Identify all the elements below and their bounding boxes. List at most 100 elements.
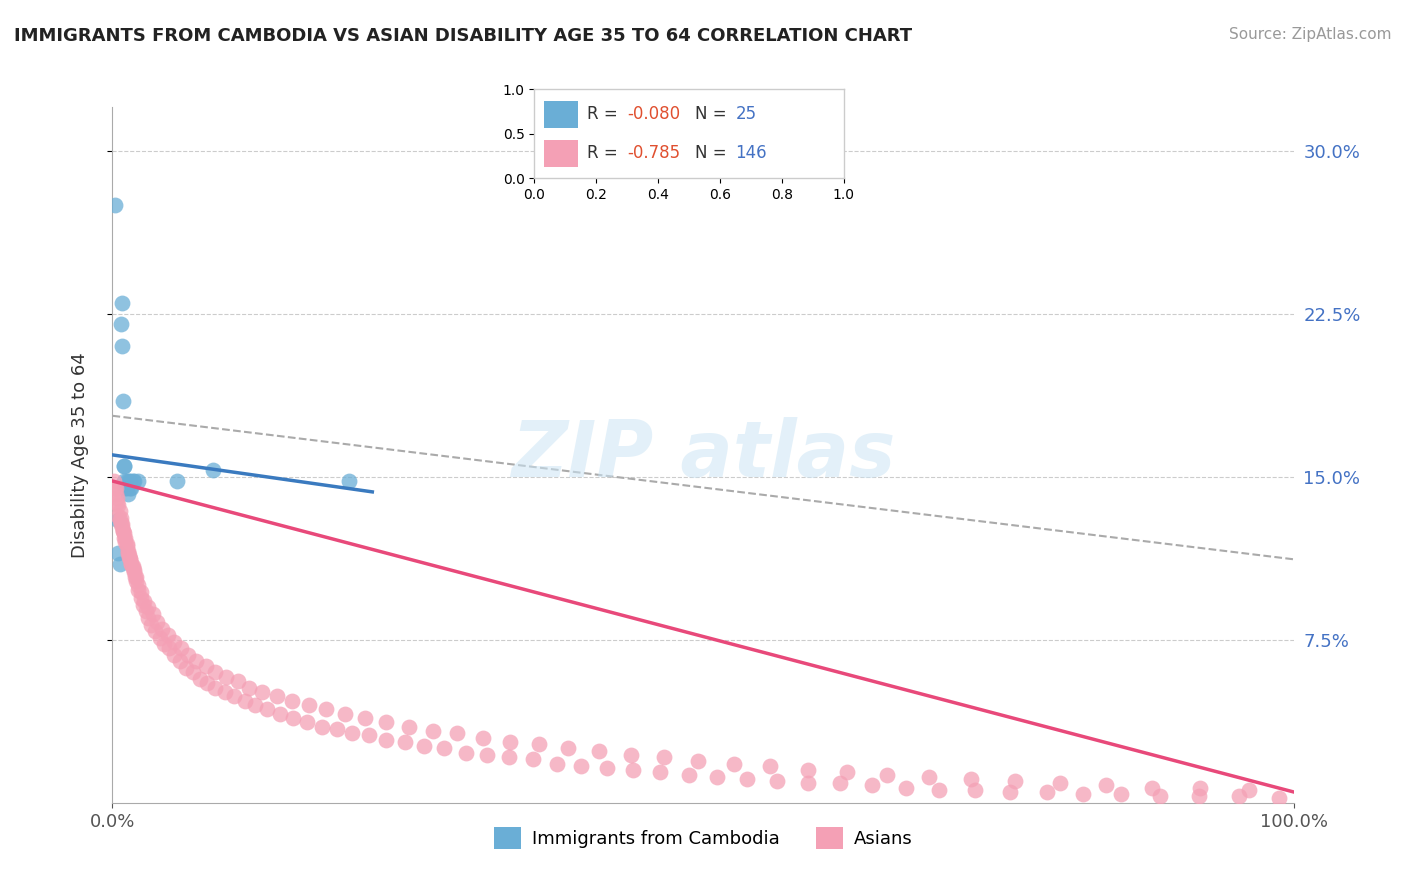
Point: [337, 474, 360, 488]
Point: [354, 711, 377, 725]
Point: [149, 631, 172, 645]
Point: [134, 593, 156, 607]
FancyBboxPatch shape: [544, 101, 578, 128]
Point: [828, 776, 851, 790]
Point: [125, 570, 148, 584]
Point: [169, 655, 191, 669]
Point: [112, 524, 135, 538]
Point: [1140, 780, 1163, 795]
Point: [326, 722, 349, 736]
Point: [125, 574, 148, 588]
Point: [157, 641, 180, 656]
Point: [297, 698, 319, 712]
Point: [652, 750, 675, 764]
Point: [498, 750, 520, 764]
Point: [166, 474, 188, 488]
Point: [283, 711, 305, 725]
Point: [181, 665, 204, 680]
Text: -0.080: -0.080: [627, 105, 681, 123]
Point: [111, 295, 134, 310]
Point: [333, 706, 356, 721]
Point: [120, 557, 142, 571]
Point: [105, 481, 128, 495]
Point: [114, 481, 136, 495]
Point: [688, 755, 710, 769]
Point: [413, 739, 436, 754]
Point: [132, 598, 155, 612]
Point: [174, 661, 197, 675]
Point: [105, 491, 128, 506]
Point: [238, 681, 260, 695]
Point: [1227, 789, 1250, 804]
Point: [122, 474, 145, 488]
Point: [186, 655, 208, 669]
Point: [118, 550, 141, 565]
Point: [446, 726, 468, 740]
Point: [177, 648, 200, 662]
Point: [204, 665, 226, 680]
Point: [315, 702, 337, 716]
Point: [735, 772, 758, 786]
Point: [163, 648, 186, 662]
Point: [252, 685, 274, 699]
Point: [588, 744, 610, 758]
Point: [297, 715, 319, 730]
Point: [475, 747, 498, 762]
Point: [894, 780, 917, 795]
Point: [266, 690, 288, 704]
Point: [136, 611, 159, 625]
Point: [114, 531, 136, 545]
Point: [127, 582, 149, 597]
Point: [422, 724, 444, 739]
Point: [141, 617, 163, 632]
Point: [998, 785, 1021, 799]
Point: [136, 600, 159, 615]
Point: [117, 546, 139, 560]
Point: [112, 526, 135, 541]
Text: -0.785: -0.785: [627, 145, 681, 162]
Point: [1004, 774, 1026, 789]
Point: [195, 676, 218, 690]
Point: [233, 693, 256, 707]
Point: [108, 557, 131, 571]
Text: N =: N =: [695, 145, 733, 162]
Text: IMMIGRANTS FROM CAMBODIA VS ASIAN DISABILITY AGE 35 TO 64 CORRELATION CHART: IMMIGRANTS FROM CAMBODIA VS ASIAN DISABI…: [14, 27, 912, 45]
Point: [110, 511, 132, 525]
Point: [121, 558, 143, 573]
Point: [1049, 776, 1071, 790]
Point: [472, 731, 495, 745]
Point: [527, 737, 550, 751]
Point: [105, 487, 128, 501]
Point: [120, 474, 142, 488]
Point: [194, 658, 217, 673]
Point: [117, 487, 139, 501]
FancyBboxPatch shape: [544, 140, 578, 167]
Point: [111, 519, 134, 533]
Point: [1268, 791, 1291, 805]
Point: [245, 698, 267, 712]
Point: [201, 463, 224, 477]
Point: [596, 761, 619, 775]
Point: [1035, 785, 1057, 799]
Point: [1188, 789, 1211, 804]
Point: [115, 474, 138, 488]
Point: [342, 726, 364, 740]
Point: [1071, 787, 1094, 801]
Point: [454, 746, 477, 760]
Point: [759, 759, 782, 773]
Point: [117, 543, 139, 558]
Point: [499, 735, 522, 749]
Point: [569, 759, 592, 773]
Point: [375, 715, 398, 730]
Point: [114, 534, 136, 549]
Text: Source: ZipAtlas.com: Source: ZipAtlas.com: [1229, 27, 1392, 42]
Point: [188, 672, 211, 686]
Point: [118, 548, 141, 562]
Point: [129, 585, 152, 599]
Point: [121, 474, 143, 488]
Point: [112, 474, 135, 488]
Point: [650, 765, 672, 780]
Point: [112, 393, 135, 408]
Point: [150, 622, 173, 636]
Point: [797, 763, 820, 777]
